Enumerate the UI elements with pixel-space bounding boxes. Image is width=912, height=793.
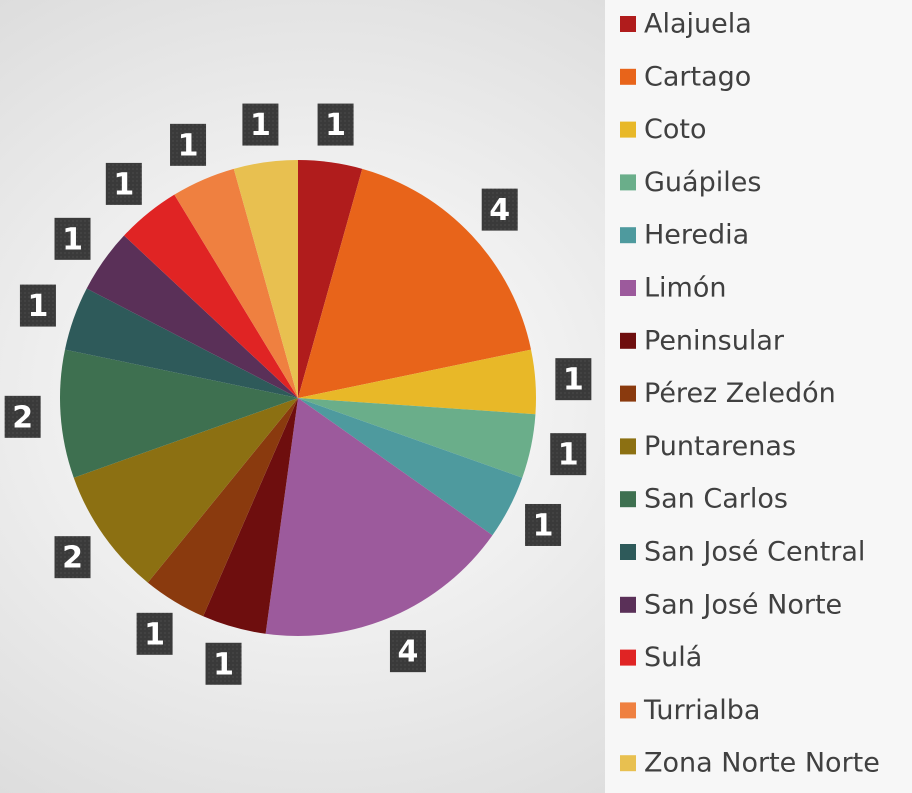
pie-slice xyxy=(64,288,298,398)
pie-slice xyxy=(203,398,298,634)
data-label-box xyxy=(54,536,91,579)
legend-label: Guápiles xyxy=(644,167,761,198)
legend-label: Sulá xyxy=(644,642,702,673)
data-label-box xyxy=(54,217,91,260)
legend-label: Turrialba xyxy=(643,695,760,726)
legend-label: Alajuela xyxy=(644,9,752,40)
pie-slice xyxy=(60,349,299,478)
legend-label: San Carlos xyxy=(644,484,788,515)
legend-panel xyxy=(605,0,912,793)
legend-swatch xyxy=(620,68,636,85)
legend-swatch xyxy=(620,702,636,719)
pie-slice xyxy=(86,235,298,398)
data-label: 1 xyxy=(563,363,584,398)
legend-swatch xyxy=(620,121,636,138)
pie-slice xyxy=(233,160,298,398)
legend-swatch xyxy=(620,280,636,296)
data-label-box xyxy=(242,103,279,146)
legend-label: Cartago xyxy=(644,61,751,92)
legend-label: Pérez Zeledón xyxy=(644,378,836,409)
data-label: 1 xyxy=(325,108,346,143)
legend-swatch xyxy=(620,596,636,613)
pie-slice xyxy=(124,194,299,398)
legend-label: Puntarenas xyxy=(644,431,796,462)
legend-swatch xyxy=(620,544,636,560)
data-label: 1 xyxy=(62,222,83,257)
data-label-box xyxy=(105,162,142,205)
pie-slice xyxy=(73,398,298,583)
data-label-box xyxy=(205,642,242,685)
data-label-box xyxy=(170,123,207,166)
pie-slice xyxy=(174,168,298,398)
legend-label: San José Central xyxy=(644,537,865,568)
data-label-box xyxy=(550,433,587,476)
legend-label: Peninsular xyxy=(644,325,785,356)
data-label-box xyxy=(555,358,592,401)
data-label: 4 xyxy=(398,635,419,670)
data-label-box xyxy=(4,395,41,438)
legend-swatch xyxy=(620,16,636,32)
data-label-box xyxy=(389,630,426,673)
data-label-box xyxy=(19,284,56,327)
pie-slice xyxy=(298,160,363,398)
pie-slice xyxy=(298,349,537,415)
legend-label: Coto xyxy=(644,114,706,145)
data-label: 1 xyxy=(144,617,165,652)
data-label: 4 xyxy=(489,193,510,228)
data-label-box xyxy=(481,188,518,231)
legend-swatch xyxy=(620,174,636,191)
legend-swatch xyxy=(620,438,636,455)
data-label: 1 xyxy=(533,508,554,543)
legend-label: Zona Norte Norte xyxy=(644,748,880,779)
data-label: 1 xyxy=(27,289,48,324)
legend-swatch xyxy=(620,649,636,666)
legend-label: Heredia xyxy=(644,220,749,251)
pie-slice xyxy=(298,398,523,536)
legend-swatch xyxy=(620,227,636,244)
data-label: 1 xyxy=(178,128,199,163)
data-label: 1 xyxy=(113,167,134,202)
legend-swatch xyxy=(620,332,636,349)
legend-swatch xyxy=(620,491,636,508)
pie-slice xyxy=(147,398,298,617)
legend-label: San José Norte xyxy=(644,589,842,620)
data-label: 1 xyxy=(213,647,234,682)
legend-swatch xyxy=(620,755,636,772)
data-label: 1 xyxy=(250,108,271,143)
data-label: 1 xyxy=(558,438,579,473)
data-label: 2 xyxy=(12,400,33,435)
data-label: 2 xyxy=(62,541,83,576)
data-label-box xyxy=(317,103,354,146)
data-label-box xyxy=(525,503,562,546)
data-label-box xyxy=(136,612,173,655)
pie-slice xyxy=(298,168,532,398)
legend-label: Limón xyxy=(644,273,726,304)
pie-slice xyxy=(298,398,536,478)
pie-slice xyxy=(265,398,493,636)
legend-swatch xyxy=(620,385,636,402)
